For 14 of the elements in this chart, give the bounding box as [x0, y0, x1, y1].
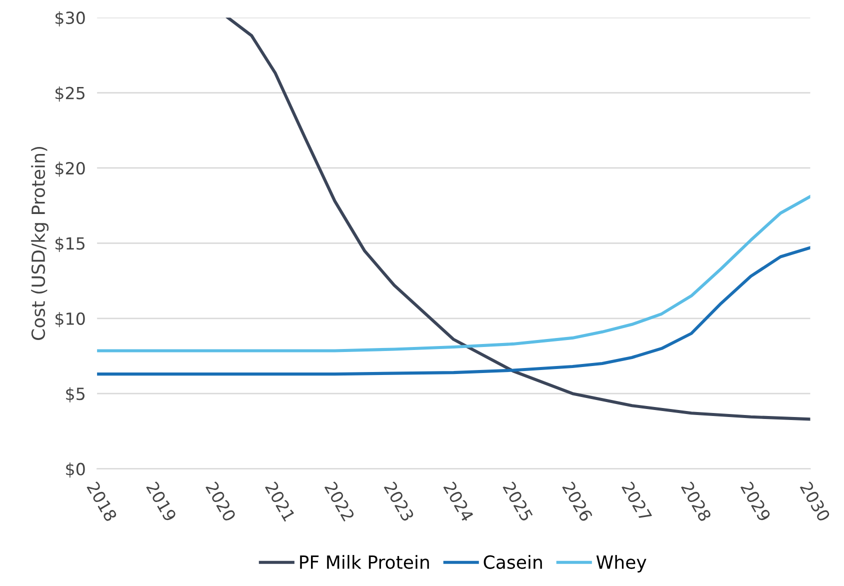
y-tick-label: $0 — [66, 462, 85, 478]
y-tick-label: $5 — [66, 387, 84, 402]
legend-label: Casein — [484, 554, 542, 569]
y-tick-label: $15 — [56, 236, 84, 252]
y-tick-label: $20 — [56, 162, 85, 177]
y-tick-label: $30 — [56, 11, 85, 26]
line-series — [97, 246, 810, 376]
line-series — [97, 195, 810, 352]
line-series — [226, 18, 810, 421]
y-axis-title: Cost (USD/kg Protein) — [31, 146, 49, 340]
legend-label: PF Milk Protein — [300, 554, 429, 569]
y-tick-label: $10 — [56, 312, 85, 328]
y-tick-label: $25 — [56, 86, 84, 102]
legend-label: Whey — [596, 554, 646, 572]
